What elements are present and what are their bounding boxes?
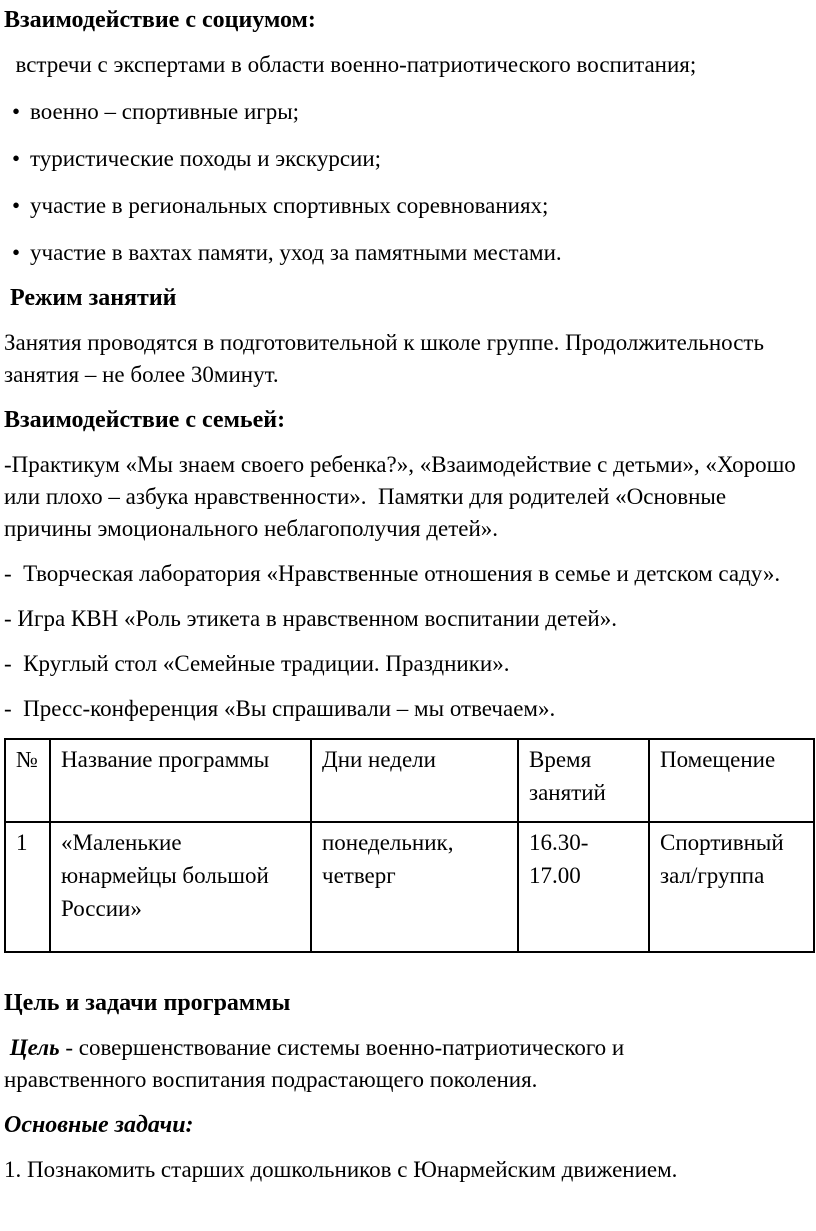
bullet-item: • участие в вахтах памяти, уход за памят… xyxy=(4,237,808,269)
cell-room: Спортивный зал/группа xyxy=(648,821,815,953)
column-header-program: Название программы xyxy=(49,738,312,823)
cell-time: 16.30- 17.00 xyxy=(517,821,650,953)
section-heading-tasks: Основные задачи: xyxy=(4,1112,194,1138)
schedule-table: № Название программы Дни недели Время за… xyxy=(4,738,815,953)
column-header-room: Помещение xyxy=(648,738,815,823)
family-paragraph: -Практикум «Мы знаем своего ребенка?», «… xyxy=(4,452,802,541)
section-heading-family: Взаимодействие с семьей: xyxy=(4,407,286,433)
goal-label: Цель xyxy=(4,1035,60,1060)
bullet-item: • туристические походы и экскурсии; xyxy=(4,143,808,175)
family-paragraph: - Круглый стол «Семейные традиции. Празд… xyxy=(4,651,510,676)
schedule-table-row: 1 «Маленькие юнармейцы большой России» п… xyxy=(4,821,815,953)
family-paragraph: - Игра КВН «Роль этикета в нравственном … xyxy=(4,606,617,631)
schedule-table-header-row: № Название программы Дни недели Время за… xyxy=(4,738,815,823)
bullet-icon: • xyxy=(12,146,21,171)
section-heading-rezhim: Режим занятий xyxy=(4,285,177,311)
family-paragraph: - Пресс-конференция «Вы спрашивали – мы … xyxy=(4,696,556,721)
socium-intro-paragraph: встречи с экспертами в области военно-па… xyxy=(4,52,697,77)
bullet-item-text: участие в вахтах памяти, уход за памятны… xyxy=(30,240,562,265)
task-item-1: 1. Познакомить старших дошкольников с Юн… xyxy=(4,1157,678,1182)
section-heading-socium: Взаимодействие с социумом: xyxy=(4,7,316,33)
socium-bullet-list: • военно – спортивные игры; • туристичес… xyxy=(4,96,808,269)
column-header-time: Время занятий xyxy=(517,738,650,823)
bullet-item: • военно – спортивные игры; xyxy=(4,96,808,128)
goal-paragraph: Цель - совершенствование системы военно-… xyxy=(4,1032,704,1096)
cell-number: 1 xyxy=(4,821,51,953)
rezhim-text-paragraph: Занятия проводятся в подготовительной к … xyxy=(4,330,770,387)
bullet-icon: • xyxy=(12,240,21,265)
bullet-item-text: военно – спортивные игры; xyxy=(30,99,300,124)
section-heading-goals: Цель и задачи программы xyxy=(4,990,291,1016)
cell-week-days: понедельник, четверг xyxy=(310,821,519,953)
goal-text: - совершенствование системы военно-патри… xyxy=(4,1035,630,1092)
bullet-icon: • xyxy=(12,99,21,124)
bullet-icon: • xyxy=(12,193,21,218)
column-header-days: Дни недели xyxy=(310,738,519,823)
bullet-item-text: туристические походы и экскурсии; xyxy=(30,146,382,171)
family-paragraph: - Творческая лаборатория «Нравственные о… xyxy=(4,561,781,586)
cell-program-name: «Маленькие юнармейцы большой России» xyxy=(49,821,312,953)
bullet-item: • участие в региональных спортивных соре… xyxy=(4,190,808,222)
column-header-number: № xyxy=(4,738,51,823)
bullet-item-text: участие в региональных спортивных соревн… xyxy=(30,193,549,218)
